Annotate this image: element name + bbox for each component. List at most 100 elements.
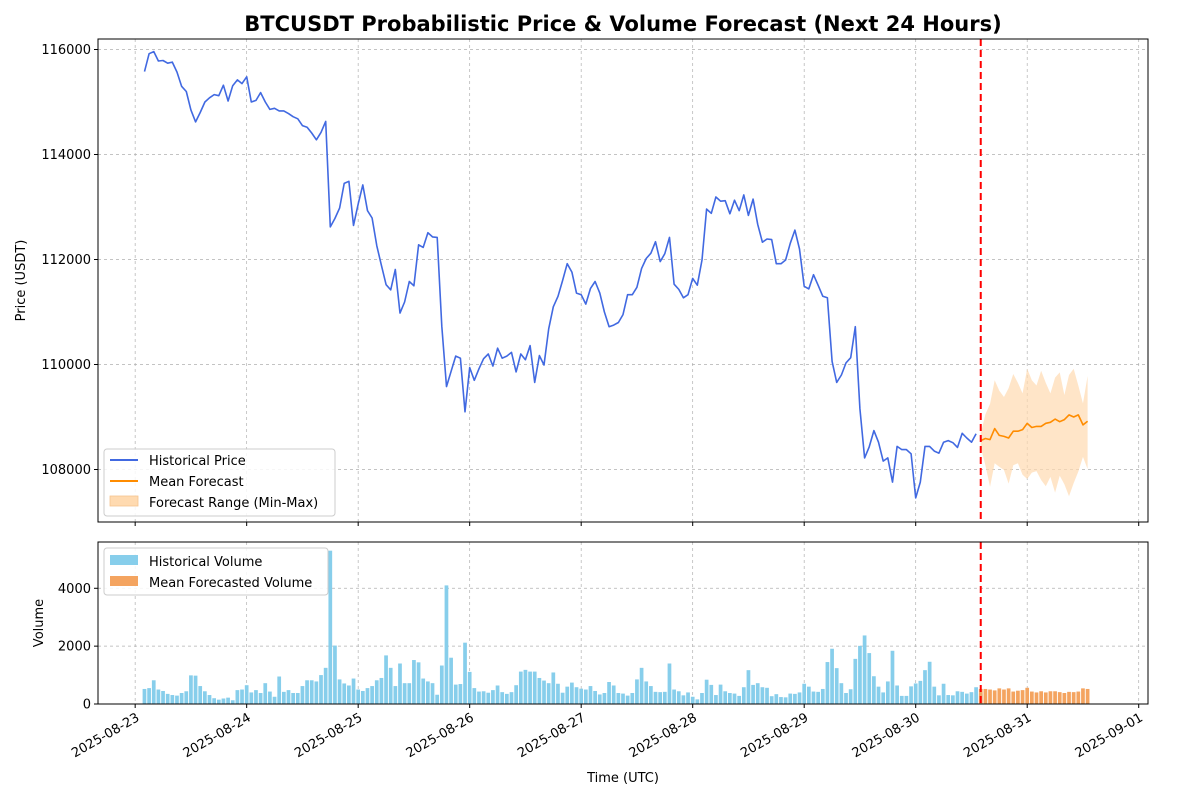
historical-volume-bar bbox=[964, 693, 969, 704]
historical-volume-bar bbox=[611, 685, 616, 704]
historical-volume-bar bbox=[639, 667, 644, 704]
historical-volume-bar bbox=[351, 678, 356, 704]
historical-volume-bar bbox=[927, 661, 932, 704]
historical-volume-bar bbox=[244, 685, 249, 704]
historical-volume-bar bbox=[198, 686, 203, 704]
historical-volume-bar bbox=[314, 681, 319, 704]
historical-volume-bar bbox=[537, 677, 542, 704]
historical-volume-bar bbox=[151, 680, 156, 704]
historical-volume-bar bbox=[686, 692, 690, 704]
historical-volume-bar bbox=[848, 689, 853, 704]
historical-volume-bar bbox=[226, 697, 230, 704]
price-ytick-label: 116000 bbox=[41, 43, 91, 58]
forecast-volume-bar bbox=[997, 688, 1002, 704]
historical-volume-bar bbox=[161, 690, 165, 704]
forecast-volume-bar bbox=[1048, 691, 1053, 704]
historical-volume-bar bbox=[839, 683, 844, 704]
historical-volume-bar bbox=[806, 686, 811, 704]
historical-volume-bar bbox=[477, 691, 481, 704]
forecast-volume-bar bbox=[1071, 692, 1076, 704]
historical-volume-bar bbox=[769, 696, 774, 704]
historical-volume-bar bbox=[235, 690, 240, 704]
historical-volume-bar bbox=[941, 683, 946, 704]
historical-volume-bar bbox=[504, 693, 509, 704]
xtick-label: 2025-08-24 bbox=[181, 710, 254, 761]
price-ytick-label: 110000 bbox=[41, 358, 91, 373]
price-ytick-label: 114000 bbox=[41, 148, 91, 163]
historical-volume-bar bbox=[909, 686, 913, 704]
historical-volume-bar bbox=[960, 691, 965, 704]
historical-volume-bar bbox=[565, 686, 570, 704]
historical-volume-bar bbox=[189, 675, 193, 704]
forecast-volume-bar bbox=[1076, 691, 1081, 704]
historical-volume-bar bbox=[783, 697, 788, 704]
historical-volume-bar bbox=[416, 662, 421, 704]
historical-volume-bar bbox=[737, 695, 742, 704]
historical-volume-bar bbox=[472, 688, 477, 704]
historical-volume-bar bbox=[834, 668, 839, 704]
historical-volume-bar bbox=[853, 658, 858, 704]
historical-volume-bar bbox=[690, 696, 695, 704]
historical-volume-bar bbox=[481, 691, 486, 704]
historical-volume-bar bbox=[872, 676, 876, 704]
legend-mean-forecast-label: Mean Forecast bbox=[149, 475, 244, 490]
historical-volume-bar bbox=[393, 686, 398, 704]
historical-volume-bar bbox=[918, 680, 923, 704]
historical-volume-bar bbox=[467, 671, 472, 704]
historical-volume-bar bbox=[825, 662, 830, 704]
historical-volume-bar bbox=[203, 691, 207, 704]
historical-volume-bar bbox=[974, 687, 978, 704]
volume-ytick-label: 4000 bbox=[58, 582, 91, 597]
historical-volume-bar bbox=[323, 667, 328, 704]
historical-volume-bar bbox=[449, 657, 453, 704]
historical-volume-bar bbox=[732, 693, 737, 704]
historical-volume-bar bbox=[412, 660, 416, 704]
historical-volume-bar bbox=[426, 681, 430, 704]
historical-volume-bar bbox=[407, 683, 412, 704]
historical-volume-bar bbox=[760, 687, 765, 704]
historical-volume-bar bbox=[597, 694, 602, 704]
forecast-volume-bar bbox=[1011, 691, 1016, 704]
historical-volume-bar bbox=[779, 697, 783, 704]
historical-volume-bar bbox=[844, 693, 848, 704]
historical-volume-bar bbox=[653, 691, 658, 704]
historical-volume-bar bbox=[514, 685, 518, 704]
forecast-volume-bar bbox=[1085, 688, 1090, 704]
legend-forecast-volume-swatch bbox=[110, 576, 138, 586]
historical-volume-bar bbox=[667, 663, 672, 704]
historical-volume-bar bbox=[379, 677, 384, 704]
historical-volume-bar bbox=[142, 688, 147, 704]
historical-volume-bar bbox=[453, 684, 458, 704]
historical-volume-bar bbox=[556, 683, 560, 704]
legend-forecast-range-label: Forecast Range (Min-Max) bbox=[149, 496, 318, 511]
historical-volume-bar bbox=[895, 685, 899, 704]
historical-volume-bar bbox=[741, 687, 746, 704]
historical-volume-bar bbox=[230, 700, 235, 704]
historical-volume-bar bbox=[644, 681, 649, 704]
legend-historical-price-label: Historical Price bbox=[149, 454, 246, 469]
forecast-volume-bar bbox=[1039, 691, 1043, 704]
historical-volume-bar bbox=[342, 683, 347, 704]
historical-volume-bar bbox=[695, 699, 700, 704]
historical-volume-bar bbox=[937, 695, 941, 704]
historical-volume-bar bbox=[509, 692, 514, 704]
historical-volume-bar bbox=[751, 684, 755, 704]
volume-legend bbox=[103, 547, 329, 596]
historical-volume-bar bbox=[532, 671, 537, 704]
historical-volume-bar bbox=[295, 693, 300, 704]
forecast-volume-bar bbox=[1002, 689, 1006, 704]
historical-volume-bar bbox=[147, 688, 151, 704]
volume-ytick-label: 0 bbox=[83, 698, 91, 713]
legend-forecast-volume-label: Mean Forecasted Volume bbox=[149, 576, 312, 591]
historical-volume-bar bbox=[258, 693, 263, 704]
historical-volume-bar bbox=[523, 669, 528, 704]
historical-volume-bar bbox=[788, 693, 793, 704]
historical-volume-bar bbox=[820, 688, 825, 704]
forecast-volume-bar bbox=[1062, 693, 1067, 704]
historical-volume-bar bbox=[263, 683, 268, 704]
forecast-volume-bar bbox=[1067, 691, 1071, 704]
forecast-volume-bar bbox=[1029, 691, 1034, 704]
historical-volume-bar bbox=[356, 689, 361, 704]
historical-volume-bar bbox=[607, 682, 611, 704]
chart-title: BTCUSDT Probabilistic Price & Volume For… bbox=[244, 12, 1001, 36]
